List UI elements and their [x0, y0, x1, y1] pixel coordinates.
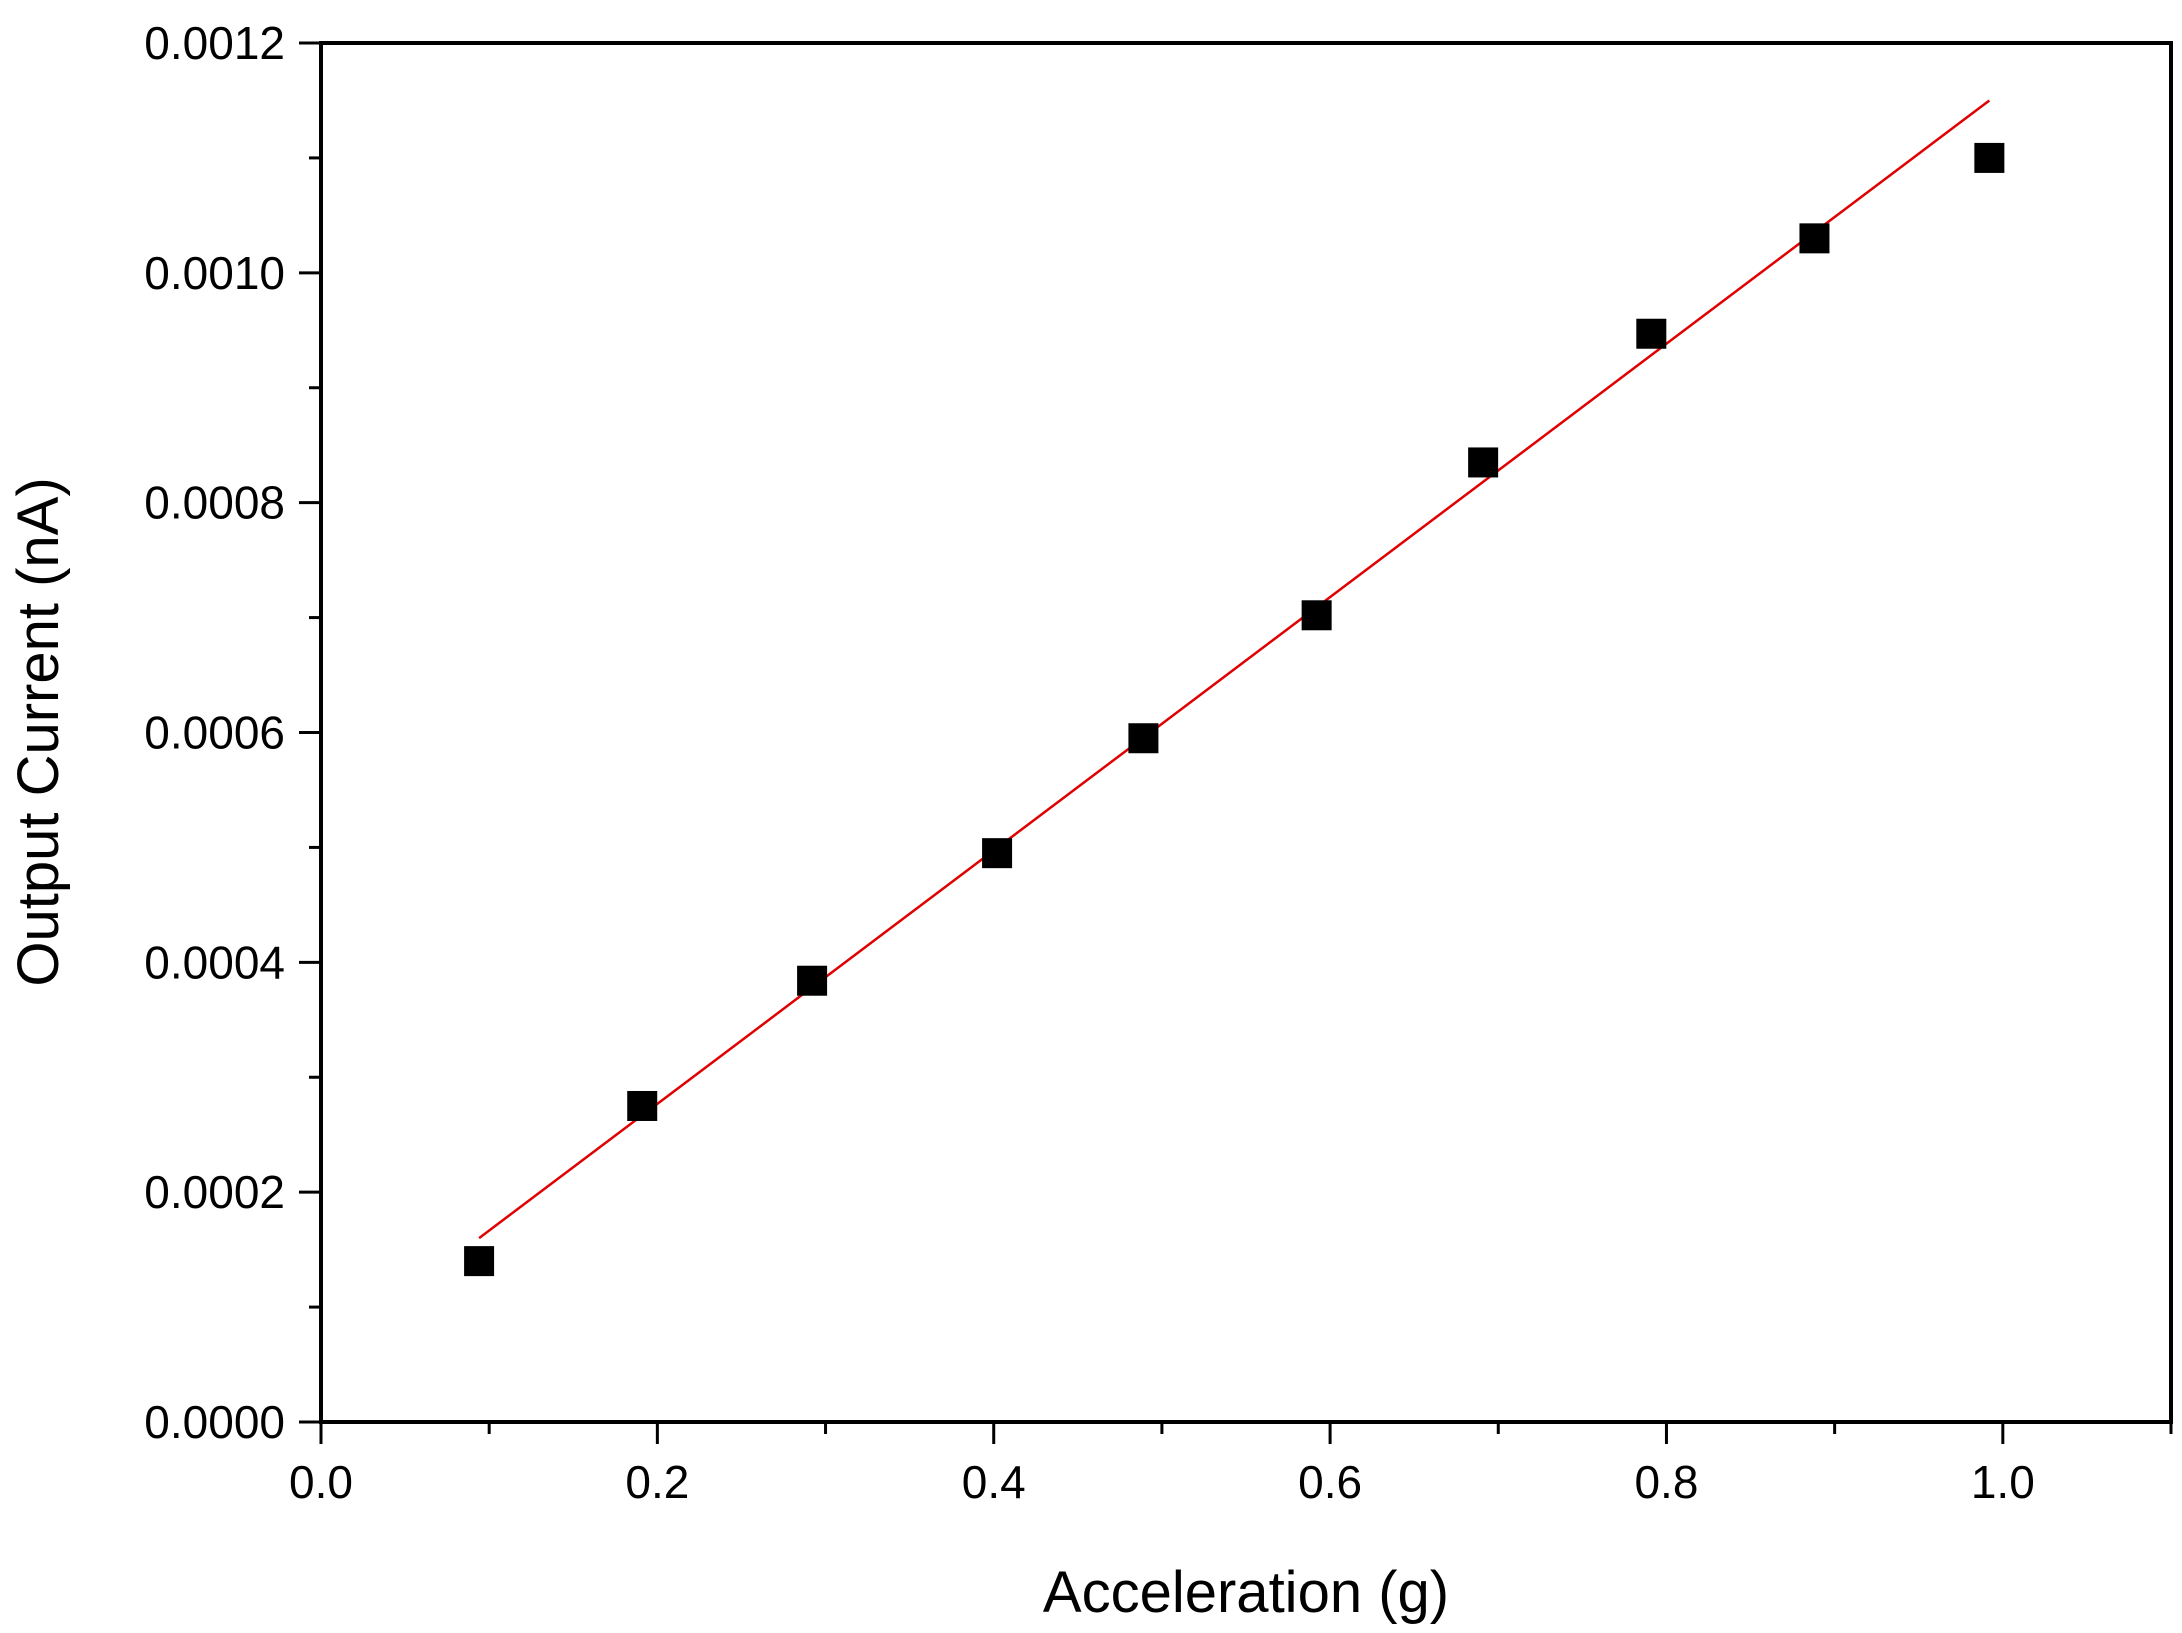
data-point — [1468, 447, 1499, 478]
x-tick-label: 1.0 — [1971, 1456, 2035, 1508]
y-tick-label: 0.0000 — [144, 1396, 285, 1448]
y-tick-label: 0.0004 — [144, 936, 285, 988]
data-points — [464, 142, 2005, 1277]
x-tick-label: 0.8 — [1634, 1456, 1698, 1508]
data-point — [982, 838, 1013, 869]
linear-fit-line — [478, 99, 1991, 1240]
axis-ticks — [299, 41, 2173, 1444]
y-axis-title: Output Current (nA) — [6, 477, 71, 986]
data-point — [627, 1090, 658, 1121]
x-tick-label: 0.2 — [625, 1456, 689, 1508]
plot-frame — [319, 41, 2173, 1424]
y-tick-label: 0.0006 — [144, 707, 285, 759]
x-axis-title: Acceleration (g) — [1043, 1560, 1449, 1625]
data-point — [464, 1246, 495, 1277]
x-tick-label: 0.4 — [962, 1456, 1026, 1508]
x-tick-labels: 0.0 0.2 0.4 0.6 0.8 1.0 — [289, 1456, 2035, 1508]
y-tick-label: 0.0002 — [144, 1166, 285, 1218]
y-tick-label: 0.0012 — [144, 17, 285, 69]
y-tick-labels: 0.0000 0.0002 0.0004 0.0006 0.0008 0.0010 0.00… — [144, 17, 285, 1448]
data-point — [1974, 142, 2005, 173]
fit-line-layer — [478, 99, 1991, 1240]
x-tick-label: 0.6 — [1298, 1456, 1362, 1508]
data-point — [1128, 723, 1159, 754]
x-tick-label: 0.0 — [289, 1456, 353, 1508]
data-point — [1799, 223, 1830, 254]
y-tick-label: 0.0010 — [144, 247, 285, 299]
data-point — [1301, 600, 1332, 631]
data-point — [797, 965, 828, 996]
y-tick-label: 0.0008 — [144, 477, 285, 529]
data-point — [1636, 318, 1667, 349]
